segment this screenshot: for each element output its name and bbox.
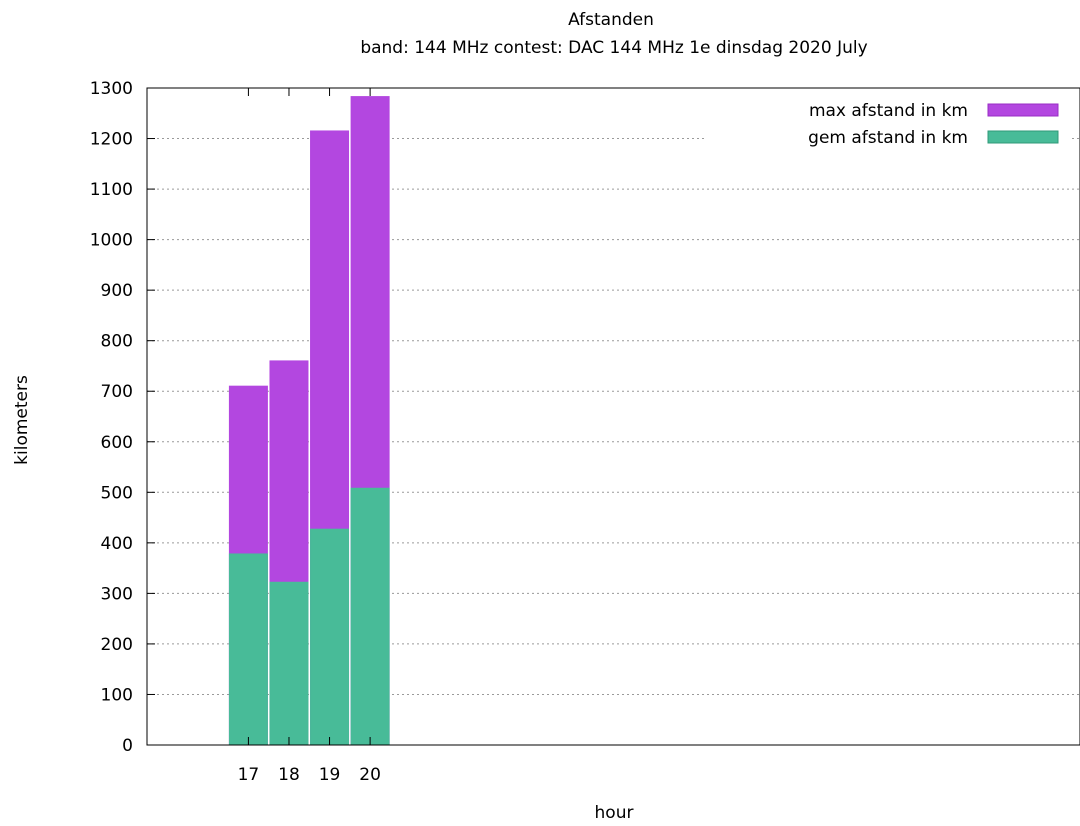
legend-swatch	[987, 103, 1059, 117]
bars	[228, 96, 390, 746]
y-tick-label: 700	[101, 382, 133, 402]
y-tick-label: 1200	[90, 130, 133, 150]
gem-bar-18	[269, 581, 309, 746]
legend-swatch	[987, 130, 1059, 144]
y-tick-label: 500	[101, 483, 133, 503]
y-tick-label: 200	[101, 635, 133, 655]
chart-title: Afstanden	[568, 10, 654, 30]
y-tick-label: 0	[122, 736, 133, 756]
legend-label: max afstand in km	[809, 101, 968, 121]
y-tick-label: 100	[101, 685, 133, 705]
gem-bar-20	[350, 487, 390, 746]
y-tick-label: 300	[101, 584, 133, 604]
x-tick-label: 19	[319, 765, 341, 785]
gem-bar-19	[310, 528, 350, 746]
legend-label: gem afstand in km	[808, 128, 968, 148]
y-tick-label: 1300	[90, 79, 133, 99]
x-axis-label: hour	[595, 803, 634, 823]
y-tick-label: 800	[101, 332, 133, 352]
gem-bar-17	[228, 553, 268, 746]
chart-subtitle: band: 144 MHz contest: DAC 144 MHz 1e di…	[360, 38, 867, 58]
y-axis-label: kilometers	[12, 375, 32, 465]
y-tick-label: 900	[101, 281, 133, 301]
x-tick-label: 18	[278, 765, 300, 785]
plot-frame	[146, 87, 1080, 746]
x-axis: 17 18 19 20	[238, 88, 381, 785]
x-tick-label: 20	[359, 765, 381, 785]
y-tick-label: 400	[101, 534, 133, 554]
x-tick-label: 17	[238, 765, 260, 785]
y-axis: 0 100 200 300 400 500 600 700 800 900 1000 1100 1200…	[90, 79, 155, 756]
y-tick-label: 1000	[90, 231, 133, 251]
y-tick-label: 600	[101, 433, 133, 453]
legend: max afstand in km gem afstand in km	[808, 101, 1059, 148]
y-tick-label: 1100	[90, 180, 133, 200]
